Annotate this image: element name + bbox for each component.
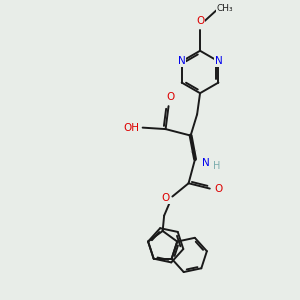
Text: N: N <box>178 56 186 66</box>
Text: O: O <box>196 16 204 26</box>
Text: N: N <box>214 56 222 66</box>
Text: CH₃: CH₃ <box>217 4 233 14</box>
Text: N: N <box>202 158 210 168</box>
Text: O: O <box>162 193 170 203</box>
Text: O: O <box>214 184 222 194</box>
Text: O: O <box>166 92 174 102</box>
Text: H: H <box>213 161 220 172</box>
Text: OH: OH <box>124 123 140 133</box>
